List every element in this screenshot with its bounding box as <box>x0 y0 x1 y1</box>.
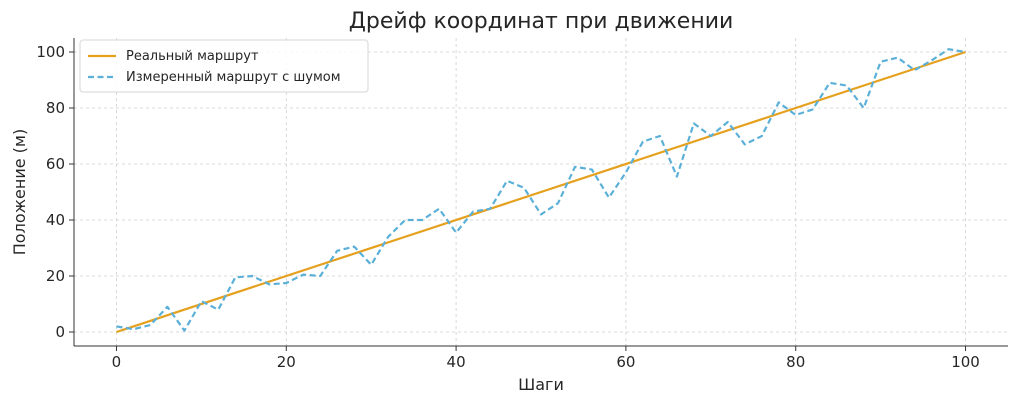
x-tick-label: 40 <box>447 353 466 371</box>
x-tick-label: 100 <box>951 353 980 371</box>
series-line-noisy-route <box>116 48 966 332</box>
chart-title: Дрейф координат при движении <box>349 9 734 34</box>
legend-label-noisy-route: Измеренный маршрут с шумом <box>126 70 341 85</box>
legend-label-real-route: Реальный маршрут <box>126 49 259 64</box>
y-tick-label: 0 <box>55 323 65 341</box>
y-tick-label: 100 <box>36 43 65 61</box>
y-tick-label: 20 <box>46 267 65 285</box>
y-tick-label: 80 <box>46 99 65 117</box>
y-axis-label: Положение (м) <box>10 129 29 255</box>
x-tick-label: 20 <box>277 353 296 371</box>
y-tick-label: 40 <box>46 211 65 229</box>
x-axis-label: Шаги <box>518 375 564 394</box>
axes: 0 20 40 60 80 100 0 20 40 60 80 100 <box>36 38 1008 371</box>
series-line-real-route <box>116 50 966 334</box>
x-tick-label: 80 <box>786 353 805 371</box>
legend-frame <box>79 39 369 93</box>
series-group <box>116 48 966 334</box>
legend: Реальный маршрут Измеренный маршрут с шу… <box>79 39 369 93</box>
x-tick-label: 60 <box>616 353 635 371</box>
y-tick-label: 60 <box>46 155 65 173</box>
x-tick-label: 0 <box>112 353 122 371</box>
